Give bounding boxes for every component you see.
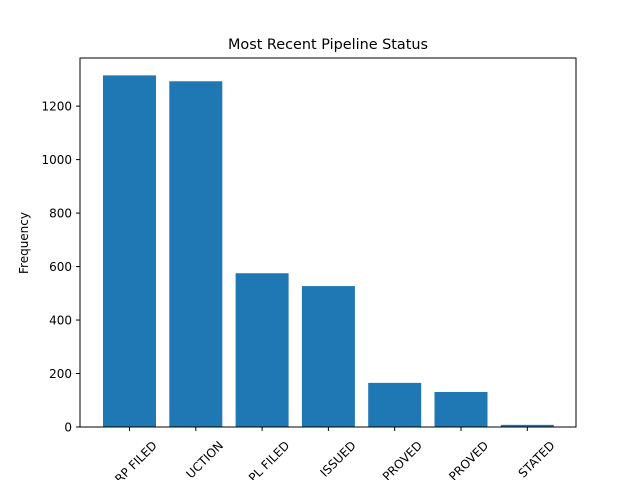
x-axis: RP FILED UCTION PL FILED ISSUED PROVED PROVED… (112, 427, 558, 484)
x-tick-label: PL FILED (246, 438, 292, 480)
bar-7 (500, 424, 554, 427)
bar-1 (103, 75, 156, 427)
y-tick-label: 400 (49, 314, 72, 328)
y-tick-label: 800 (49, 207, 72, 221)
bars-group (103, 75, 554, 427)
bar-2 (169, 81, 223, 427)
x-tick-label: PROVED (446, 438, 491, 480)
y-tick-label: 200 (49, 367, 72, 381)
y-tick-label: 1200 (41, 100, 72, 114)
y-tick-label: 0 (64, 421, 72, 435)
x-tick-label: STATED (516, 438, 558, 480)
y-axis: 0 200 400 600 800 1000 1200 (41, 100, 80, 435)
y-tick-label: 1000 (41, 153, 72, 167)
x-tick-label: RP FILED (112, 438, 160, 480)
chart-title: Most Recent Pipeline Status (228, 37, 428, 53)
y-tick-label: 600 (49, 260, 72, 274)
plot-frame (79, 57, 577, 428)
bar-3 (235, 273, 289, 427)
bar-6 (434, 391, 488, 427)
x-tick-label: ISSUED (317, 438, 358, 479)
y-axis-label: Frequency (17, 212, 31, 274)
x-tick-label: PROVED (380, 438, 425, 480)
x-tick-label: UCTION (183, 438, 226, 480)
bar-4 (301, 286, 355, 427)
bar-5 (368, 382, 422, 427)
